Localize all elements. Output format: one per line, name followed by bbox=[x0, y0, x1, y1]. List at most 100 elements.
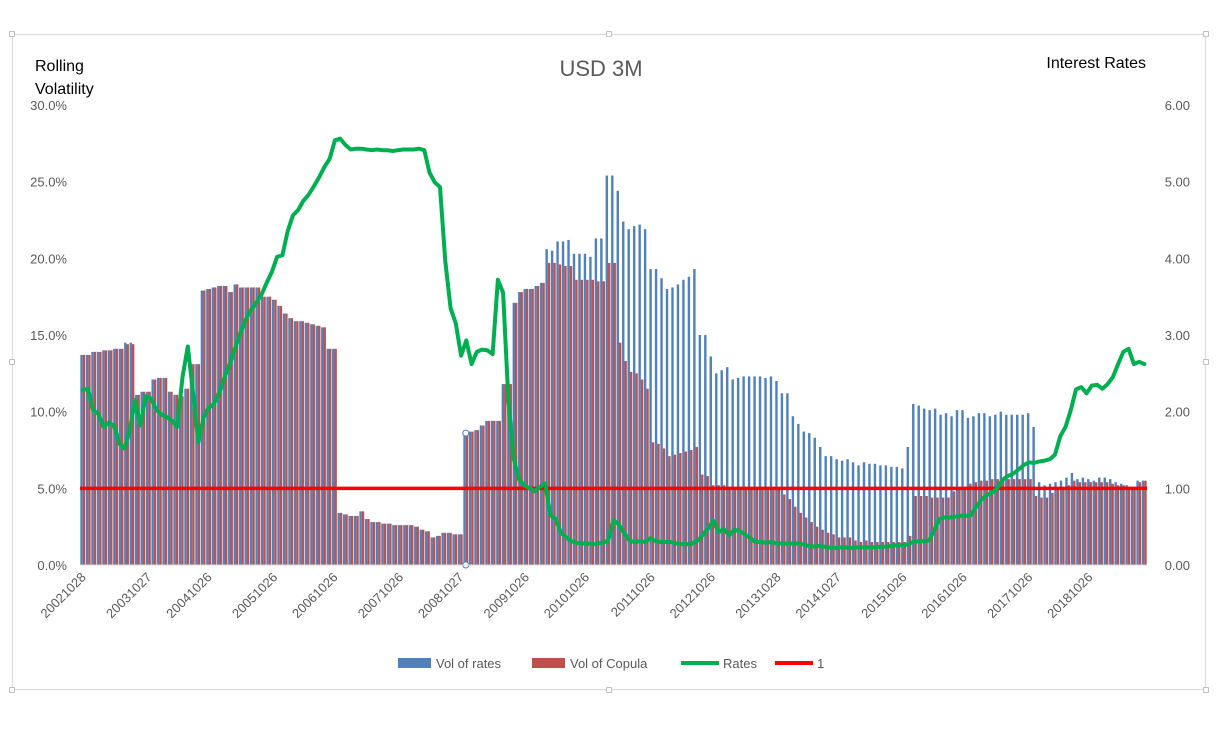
bar-vol-of-copula bbox=[750, 488, 753, 565]
bar-vol-of-copula bbox=[268, 296, 272, 565]
bar-vol-of-rates bbox=[529, 289, 532, 565]
bar-vol-of-rates bbox=[600, 238, 603, 565]
legend-swatch bbox=[532, 658, 565, 668]
resize-handle-bottom-right[interactable] bbox=[1203, 687, 1209, 693]
bar-vol-of-copula bbox=[635, 373, 638, 565]
bar-vol-of-copula bbox=[805, 517, 808, 565]
bar-vol-of-copula bbox=[493, 420, 496, 565]
bar-vol-of-copula bbox=[1122, 485, 1125, 565]
bar-vol-of-rates bbox=[747, 376, 751, 565]
bar-vol-of-rates bbox=[824, 456, 827, 565]
x-axis-tick-label: 20061026 bbox=[289, 570, 341, 622]
bar-vol-of-rates bbox=[304, 322, 308, 565]
bar-vol-of-copula bbox=[662, 448, 666, 565]
bar-vol-of-rates bbox=[819, 446, 822, 565]
x-axis-tick-label: 20041026 bbox=[163, 570, 215, 622]
bar-vol-of-rates bbox=[1103, 477, 1106, 565]
bar-vol-of-copula bbox=[509, 384, 512, 565]
bar-vol-of-copula bbox=[980, 480, 983, 565]
legend-swatch bbox=[398, 658, 431, 668]
bar-vol-of-copula bbox=[575, 279, 578, 565]
bar-vol-of-rates bbox=[189, 364, 193, 565]
chart-title: USD 3M bbox=[559, 56, 642, 81]
bar-vol-of-copula bbox=[1034, 496, 1038, 565]
bar-vol-of-copula bbox=[536, 285, 540, 565]
bar-vol-of-rates bbox=[611, 175, 614, 566]
bar-vol-of-rates bbox=[392, 525, 395, 565]
bar-vol-of-copula bbox=[1023, 479, 1027, 565]
bar-vol-of-rates bbox=[813, 437, 816, 565]
left-axis-tick-label: 5.0% bbox=[37, 481, 67, 496]
bar-vol-of-rates bbox=[107, 350, 111, 565]
bar-vol-of-copula bbox=[761, 488, 764, 565]
bar-vol-of-copula bbox=[668, 456, 671, 565]
bar-vol-of-rates bbox=[173, 394, 176, 565]
bar-vol-of-copula bbox=[985, 480, 988, 565]
bar-vol-of-copula bbox=[345, 514, 348, 565]
resize-handle-middle-right[interactable] bbox=[1203, 359, 1209, 365]
bar-vol-of-copula bbox=[673, 454, 677, 565]
bar-vol-of-rates bbox=[512, 302, 516, 565]
bar-vol-of-copula bbox=[542, 282, 545, 565]
bar-vol-of-copula bbox=[263, 296, 266, 565]
bar-vol-of-copula bbox=[1100, 482, 1103, 565]
resize-handle-top-left[interactable] bbox=[9, 31, 15, 37]
bar-vol-of-copula bbox=[788, 499, 792, 565]
bar-vol-of-copula bbox=[848, 537, 852, 565]
bar-vol-of-copula bbox=[1062, 488, 1065, 565]
selected-point-handle[interactable] bbox=[462, 429, 470, 437]
bar-vol-of-rates bbox=[315, 325, 319, 565]
left-axis-title-line-2: Volatility bbox=[35, 81, 94, 98]
resize-handle-top-center[interactable] bbox=[606, 31, 612, 37]
bar-vol-of-rates bbox=[539, 282, 543, 565]
bar-vol-of-copula bbox=[755, 488, 759, 565]
bar-vol-of-rates bbox=[851, 462, 855, 565]
bar-vol-of-rates bbox=[1119, 483, 1123, 565]
resize-handle-bottom-left[interactable] bbox=[9, 687, 15, 693]
bar-vol-of-rates bbox=[736, 377, 740, 565]
bar-vol-of-copula bbox=[88, 354, 91, 565]
bar-vol-of-copula bbox=[963, 486, 967, 565]
bar-vol-of-copula bbox=[1095, 482, 1098, 565]
bar-vol-of-rates bbox=[545, 249, 548, 565]
bar-vol-of-copula bbox=[121, 348, 124, 565]
bar-vol-of-copula bbox=[1056, 489, 1060, 565]
bar-vol-of-copula bbox=[520, 292, 523, 565]
bar-vol-of-rates bbox=[206, 289, 209, 565]
bar-vol-of-copula bbox=[170, 391, 173, 565]
bar-vol-of-rates bbox=[972, 416, 975, 565]
bar-vol-of-rates bbox=[145, 391, 149, 565]
bar-vol-of-rates bbox=[321, 327, 324, 565]
bar-vol-of-copula bbox=[1127, 486, 1131, 565]
bar-vol-of-copula bbox=[996, 479, 999, 565]
bar-vol-of-copula bbox=[629, 371, 633, 565]
x-axis-tick-label: 20101026 bbox=[541, 570, 593, 622]
resize-handle-middle-left[interactable] bbox=[9, 359, 15, 365]
left-axis-tick-label: 0.0% bbox=[37, 558, 67, 573]
bar-vol-of-rates bbox=[879, 465, 882, 565]
bar-vol-of-copula bbox=[400, 525, 403, 565]
resize-handle-bottom-center[interactable] bbox=[606, 687, 612, 693]
bar-vol-of-rates bbox=[293, 321, 297, 565]
bar-vol-of-copula bbox=[432, 537, 436, 565]
bar-vol-of-rates bbox=[1087, 479, 1090, 565]
resize-handle-top-right[interactable] bbox=[1203, 31, 1209, 37]
bar-vol-of-copula bbox=[728, 486, 731, 565]
bar-vol-of-rates bbox=[802, 431, 806, 565]
x-axis-tick-label: 20051026 bbox=[229, 570, 281, 622]
bar-vol-of-copula bbox=[411, 525, 414, 565]
bar-vol-of-rates bbox=[632, 226, 636, 565]
x-axis-tick-label: 20151026 bbox=[858, 570, 910, 622]
bar-vol-of-rates bbox=[299, 321, 302, 565]
bar-vol-of-copula bbox=[334, 348, 337, 565]
bar-vol-of-copula bbox=[367, 519, 370, 565]
bar-vol-of-rates bbox=[578, 253, 581, 565]
bar-vol-of-rates bbox=[140, 391, 143, 565]
bar-vol-of-copula bbox=[947, 497, 950, 565]
bar-vol-of-rates bbox=[353, 515, 357, 565]
bar-vol-of-rates bbox=[1125, 485, 1128, 565]
bar-vol-of-copula bbox=[219, 285, 222, 565]
bar-vol-of-rates bbox=[895, 466, 899, 565]
bar-vol-of-copula bbox=[197, 364, 201, 565]
